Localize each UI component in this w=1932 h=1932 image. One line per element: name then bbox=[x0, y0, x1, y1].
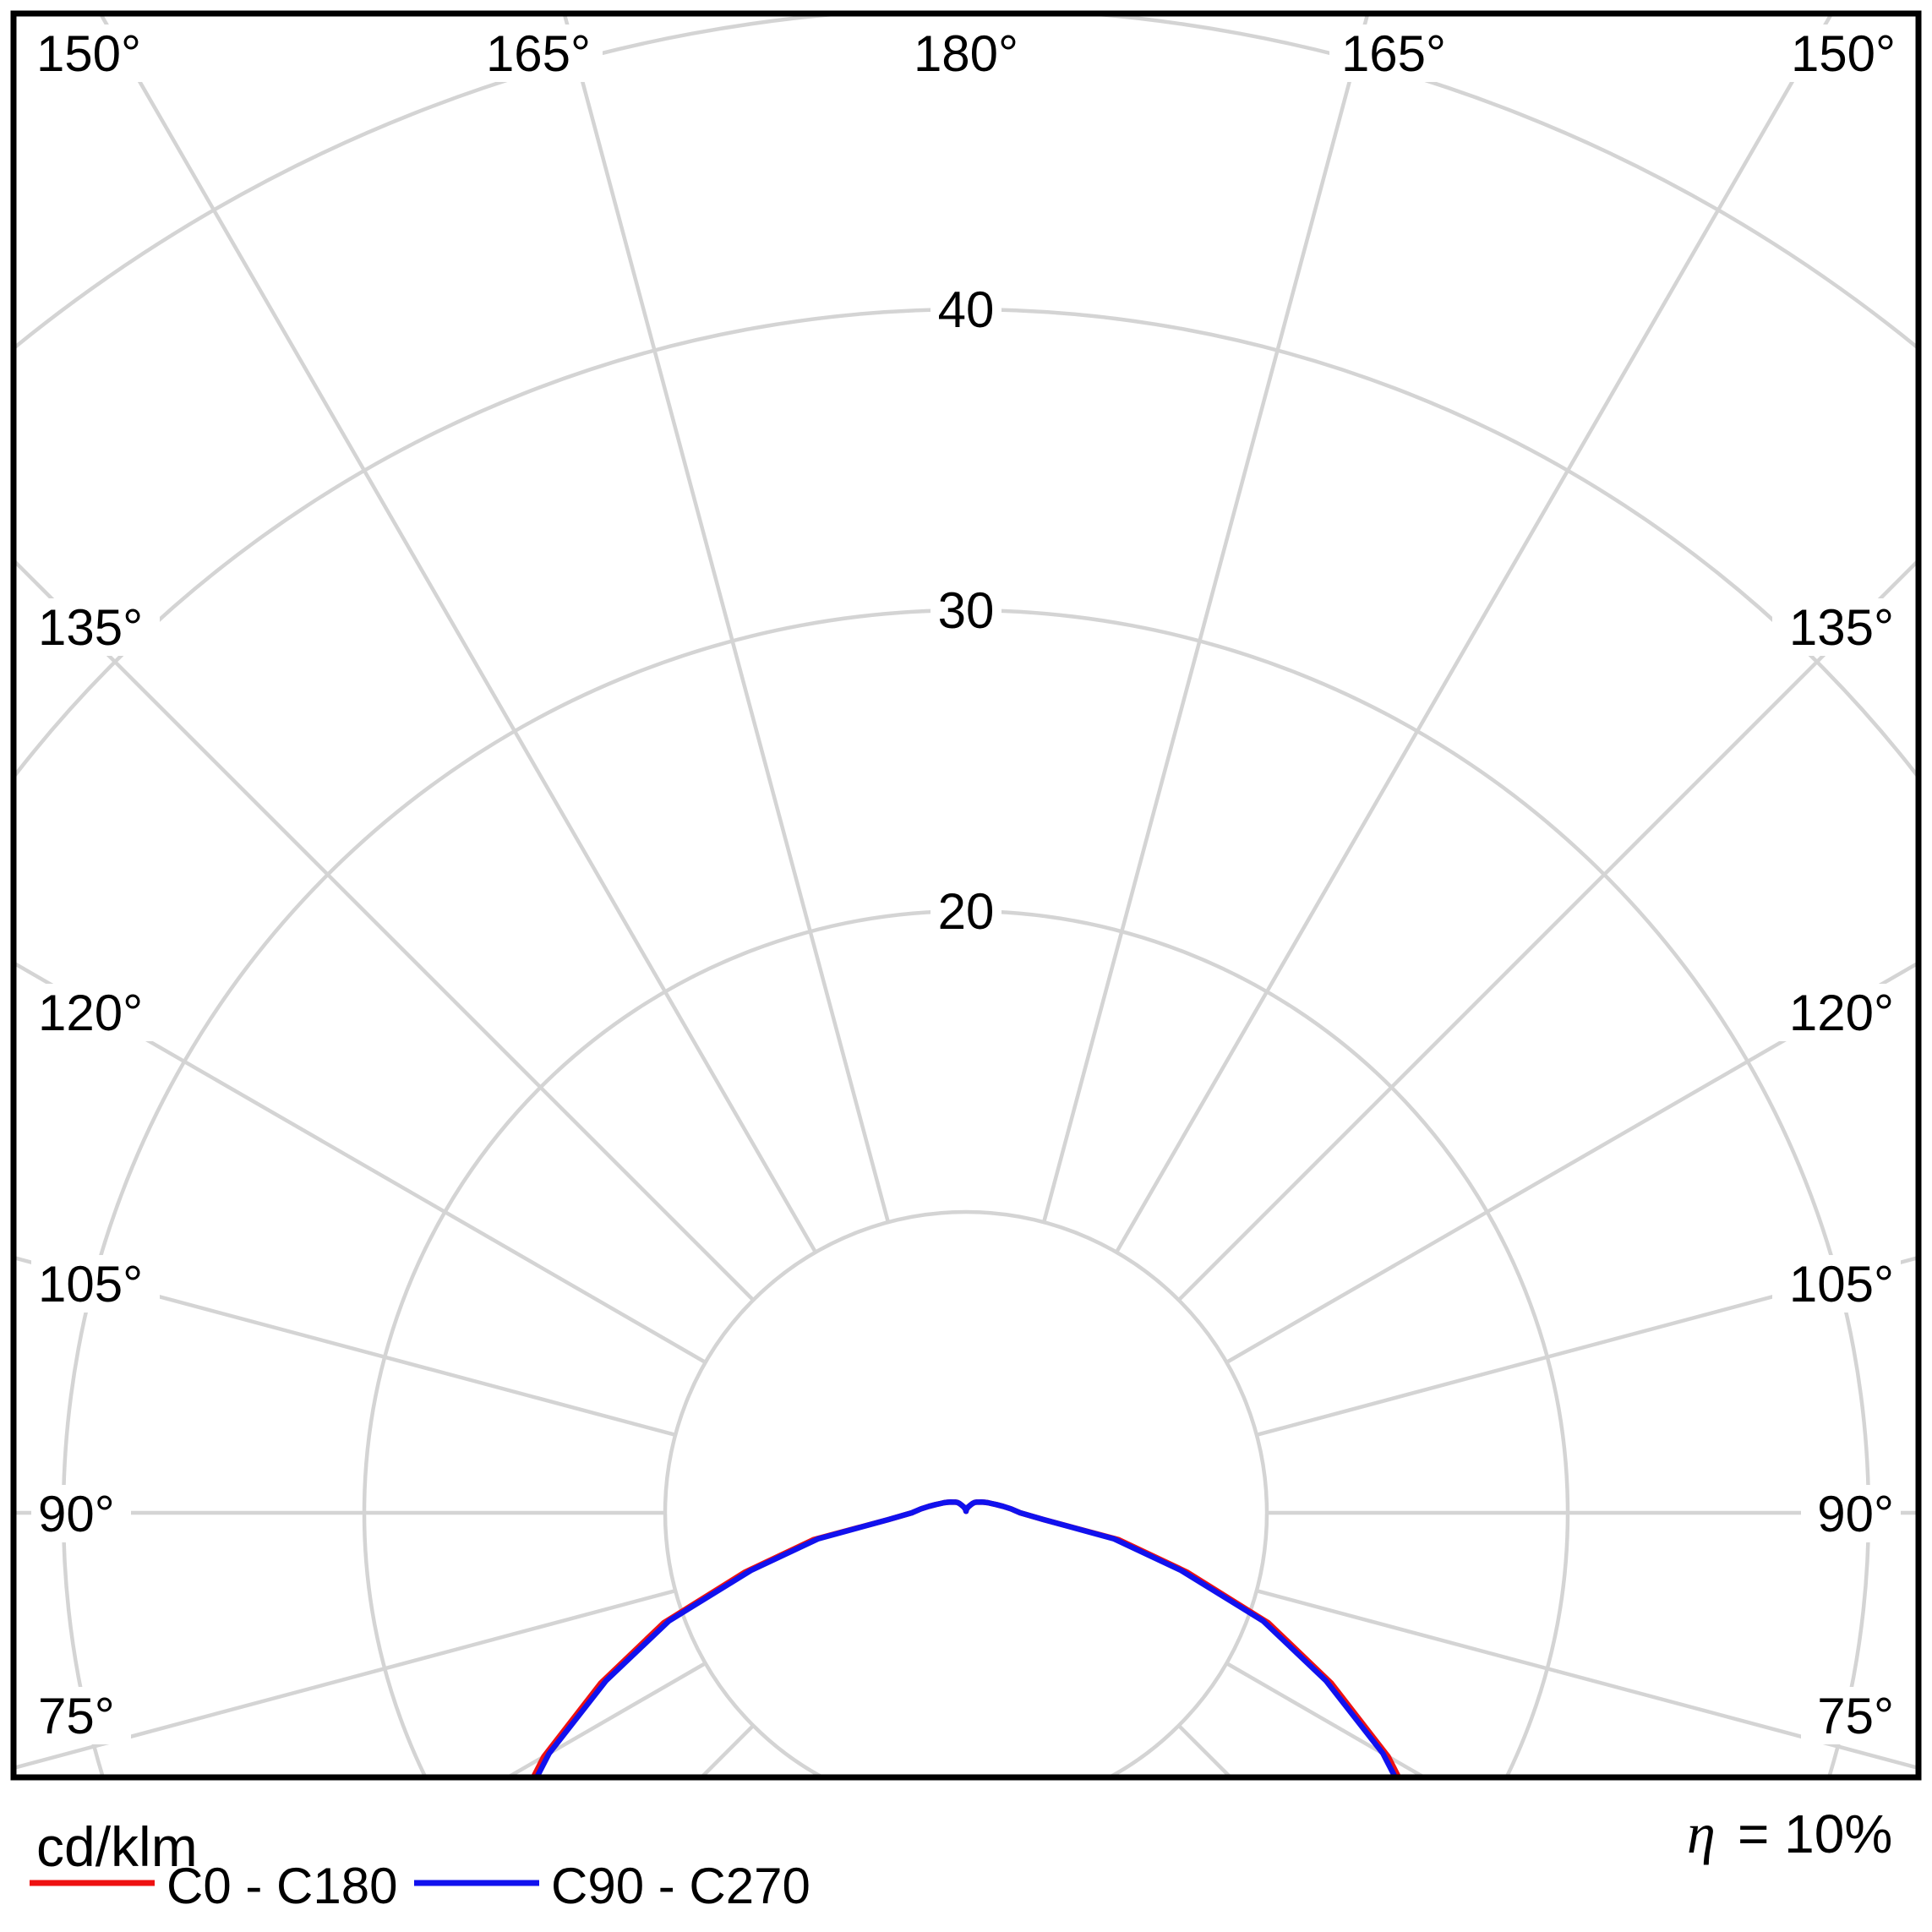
grid-radial-30-left bbox=[99, 16, 817, 1253]
angle-label-right-1: 120° bbox=[1789, 985, 1894, 1041]
grid-radial-15-right bbox=[1041, 16, 1369, 1223]
angle-label-left-4: 75° bbox=[38, 1688, 115, 1744]
angle-label-top-2: 180° bbox=[914, 25, 1018, 82]
grid-radial-60-left bbox=[16, 962, 707, 1364]
grid-circle-30 bbox=[62, 609, 1870, 1775]
grid-radial-105-left bbox=[16, 1588, 676, 1770]
angle-label-left-4-bg bbox=[31, 1687, 131, 1744]
plot-border bbox=[10, 10, 1922, 1781]
angle-label-top-3: 165° bbox=[1341, 25, 1446, 82]
grid-radial-165-right bbox=[1044, 1804, 1557, 1932]
efficiency-value: = 10% bbox=[1738, 1804, 1892, 1864]
angle-label-right-2: 105° bbox=[1789, 1256, 1894, 1313]
grid-radial-15-left bbox=[563, 16, 891, 1223]
legend-label-c0-c180: C0 - C180 bbox=[166, 1858, 397, 1914]
angle-label-top-1: 165° bbox=[486, 25, 591, 82]
grid-radial-105-right bbox=[1256, 1588, 1916, 1770]
intensity-curves bbox=[531, 1499, 1401, 1775]
angle-label-right-0-bg bbox=[1772, 598, 1901, 656]
grid-radial-60-right bbox=[1225, 962, 1916, 1364]
angle-label-left-0-bg bbox=[31, 598, 160, 656]
grid-radial-30-right bbox=[1115, 16, 1833, 1253]
angle-label-right-3-bg bbox=[1801, 1485, 1901, 1542]
angle-label-left-3-bg bbox=[31, 1485, 131, 1542]
angle-label-top-1-bg bbox=[474, 25, 603, 82]
grid-radial-75-right bbox=[1256, 1256, 1916, 1438]
radial-tick-label-30-bg bbox=[931, 581, 1001, 639]
unit-label: cd/klm bbox=[36, 1815, 198, 1878]
angle-label-right-0: 135° bbox=[1789, 599, 1894, 656]
angle-label-left-3: 90° bbox=[38, 1486, 115, 1542]
radial-tick-label-30: 30 bbox=[938, 582, 995, 639]
angle-label-top-2-bg bbox=[902, 25, 1030, 82]
radial-tick-label-40: 40 bbox=[938, 281, 995, 338]
legend-label-c90-c270: C90 - C270 bbox=[551, 1858, 810, 1914]
efficiency-eta-symbol: η bbox=[1687, 1801, 1716, 1865]
angle-label-left-2-bg bbox=[31, 1255, 160, 1313]
angle-label-right-2-bg bbox=[1772, 1255, 1901, 1313]
angle-label-top-4: 150° bbox=[1791, 25, 1896, 82]
angle-label-top-4-bg bbox=[1779, 25, 1907, 82]
angle-label-top-3-bg bbox=[1329, 25, 1458, 82]
angle-label-top-0: 150° bbox=[36, 25, 141, 82]
angle-label-left-2: 105° bbox=[38, 1256, 143, 1313]
radial-tick-label-20-bg bbox=[931, 882, 1001, 940]
radial-tick-label-40-bg bbox=[931, 281, 1001, 338]
radial-tick-label-20: 20 bbox=[938, 883, 995, 940]
angle-label-left-1-bg bbox=[31, 984, 160, 1041]
axis-labels: 20 30 40 150° 165° 180° 165° 150° 135° 120° 105° 90… bbox=[25, 25, 1907, 1744]
angle-label-right-1-bg bbox=[1772, 984, 1901, 1041]
angle-label-left-1: 120° bbox=[38, 985, 143, 1041]
curve-c90-c270 bbox=[535, 1499, 1397, 1775]
grid-radial-75-left bbox=[16, 1256, 676, 1438]
angle-label-right-4: 75° bbox=[1817, 1688, 1894, 1744]
angle-label-right-3: 90° bbox=[1817, 1486, 1894, 1542]
angle-label-top-0-bg bbox=[25, 25, 153, 82]
angle-label-right-4-bg bbox=[1801, 1687, 1901, 1744]
angle-label-left-0: 135° bbox=[38, 599, 143, 656]
